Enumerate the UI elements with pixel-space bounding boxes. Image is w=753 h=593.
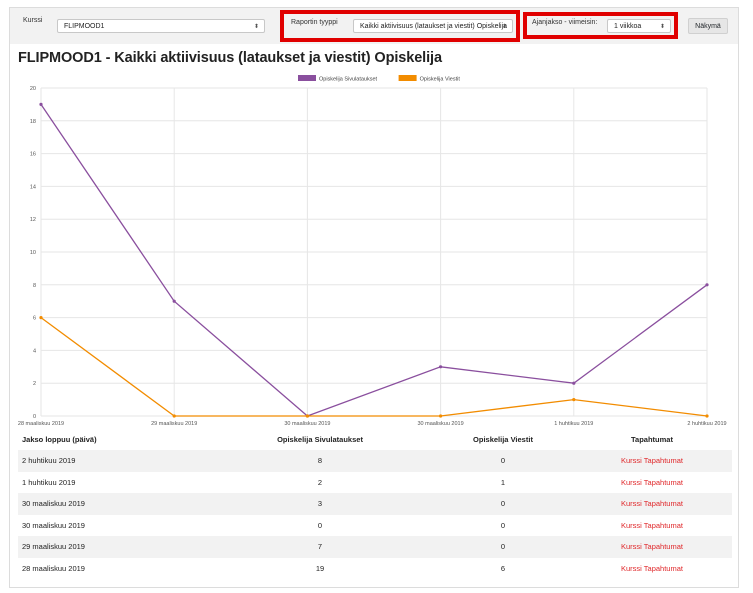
- y-tick-label: 10: [30, 250, 36, 256]
- y-tick-label: 18: [30, 119, 36, 125]
- table-row: 30 maaliskuu 2019 3 0 Kurssi Tapahtumat: [18, 493, 732, 515]
- select-arrow-icon: ⬍: [659, 24, 665, 30]
- data-point: [439, 414, 443, 418]
- cell-messages: 0: [500, 520, 506, 530]
- legend-swatch: [298, 75, 316, 81]
- x-tick-label: 30 maaliskuu 2019: [418, 421, 464, 426]
- x-tick-label: 2 huhtikuu 2019: [687, 421, 726, 426]
- x-tick-label: 29 maaliskuu 2019: [151, 421, 197, 426]
- data-point: [572, 398, 576, 402]
- legend-swatch: [398, 75, 417, 81]
- data-point: [39, 102, 43, 106]
- activity-table: Jakso loppuu (päivä) Opiskelija Sivulata…: [18, 428, 732, 579]
- y-tick-label: 8: [33, 283, 36, 289]
- period-highlight: [523, 12, 678, 39]
- x-tick-label: 1 huhtikuu 2019: [554, 421, 593, 426]
- cell-page-loads: 8: [206, 450, 434, 472]
- course-events-link[interactable]: Kurssi Tapahtumat: [621, 520, 683, 530]
- activity-line-chart: 0 2 4 6 8 10 12 14 16 18 20 28 maaliskuu 2019 29 maa…: [18, 75, 727, 426]
- column-header-page-loads: Opiskelija Sivulataukset: [277, 434, 363, 444]
- data-point: [305, 414, 309, 418]
- course-select[interactable]: FLIPMOOD1 ⬍: [57, 19, 265, 33]
- period-select-value: 1 viikkoa: [614, 23, 642, 30]
- course-label: Kurssi: [23, 17, 43, 24]
- report-type-highlight: [280, 10, 520, 42]
- data-point: [705, 283, 709, 287]
- y-tick-label: 20: [30, 86, 36, 92]
- cell-period-end: 30 maaliskuu 2019: [22, 520, 85, 530]
- x-tick-label: 28 maaliskuu 2019: [18, 421, 64, 426]
- x-tick-label: 30 maaliskuu 2019: [284, 421, 330, 426]
- cell-page-loads: 3: [206, 493, 434, 515]
- course-events-link[interactable]: Kurssi Tapahtumat: [621, 477, 683, 487]
- y-tick-label: 14: [30, 184, 36, 190]
- report-type-select-value: Kaikki aktiivisuus (lataukset ja viestit…: [360, 23, 508, 30]
- view-button[interactable]: Näkymä: [688, 18, 728, 34]
- table-row: 29 maaliskuu 2019 7 0 Kurssi Tapahtumat: [18, 536, 732, 558]
- cell-period-end: 28 maaliskuu 2019: [22, 563, 85, 573]
- y-tick-label: 16: [30, 152, 36, 158]
- cell-messages: 0: [434, 493, 572, 515]
- legend-label: Opiskelija Sivulataukset: [319, 77, 378, 83]
- period-select[interactable]: 1 viikkoa ⬍: [607, 19, 671, 33]
- cell-page-loads: 7: [206, 536, 434, 558]
- y-tick-label: 12: [30, 217, 36, 223]
- course-events-link[interactable]: Kurssi Tapahtumat: [621, 542, 683, 552]
- cell-page-loads: 2: [317, 477, 323, 487]
- table-row: 1 huhtikuu 2019 2 1 Kurssi Tapahtumat: [18, 472, 732, 494]
- series-line: [40, 104, 708, 417]
- cell-page-loads: 0: [317, 520, 323, 530]
- data-point: [172, 299, 176, 303]
- cell-messages: 1: [500, 477, 506, 487]
- period-label: Ajanjakso - viimeisin:: [532, 19, 598, 26]
- cell-period-end: 2 huhtikuu 2019: [18, 450, 206, 472]
- cell-period-end: 1 huhtikuu 2019: [22, 477, 76, 487]
- cell-period-end: 29 maaliskuu 2019: [18, 536, 206, 558]
- data-point: [705, 414, 709, 418]
- report-toolbar: Kurssi FLIPMOOD1 ⬍ Raportin tyyppi Kaikk…: [10, 8, 738, 44]
- course-select-value: FLIPMOOD1: [64, 23, 105, 30]
- data-point: [39, 316, 43, 320]
- course-events-link[interactable]: Kurssi Tapahtumat: [621, 499, 683, 509]
- cell-page-loads: 19: [315, 563, 325, 573]
- column-header-period-end: Jakso loppuu (päivä): [22, 434, 97, 444]
- page-title: FLIPMOOD1 - Kaikki aktiivisuus (lataukse…: [18, 50, 442, 66]
- y-tick-label: 0: [33, 414, 36, 420]
- report-type-label: Raportin tyyppi: [291, 19, 338, 26]
- y-tick-label: 2: [33, 381, 36, 387]
- report-type-select[interactable]: Kaikki aktiivisuus (lataukset ja viestit…: [353, 19, 513, 33]
- table-row: 28 maaliskuu 2019 19 6 Kurssi Tapahtumat: [18, 558, 732, 580]
- table-row: 30 maaliskuu 2019 0 0 Kurssi Tapahtumat: [18, 515, 732, 537]
- table-row: 2 huhtikuu 2019 8 0 Kurssi Tapahtumat: [18, 450, 732, 472]
- column-header-messages: Opiskelija Viestit: [473, 434, 533, 444]
- course-events-link[interactable]: Kurssi Tapahtumat: [621, 563, 683, 573]
- table-header-row: Jakso loppuu (päivä) Opiskelija Sivulata…: [18, 428, 732, 450]
- cell-messages: 0: [434, 450, 572, 472]
- data-point: [572, 381, 576, 385]
- course-events-link[interactable]: Kurssi Tapahtumat: [621, 456, 683, 466]
- cell-messages: 6: [500, 563, 506, 573]
- series-line: [40, 317, 708, 417]
- y-tick-label: 4: [33, 348, 36, 354]
- y-tick-label: 6: [33, 316, 36, 322]
- data-point: [439, 365, 443, 369]
- column-header-events: Tapahtumat: [631, 434, 673, 444]
- cell-messages: 0: [434, 536, 572, 558]
- select-arrow-icon: ⬍: [253, 24, 259, 30]
- report-panel: Kurssi FLIPMOOD1 ⬍ Raportin tyyppi Kaikk…: [9, 7, 739, 588]
- cell-period-end: 30 maaliskuu 2019: [18, 493, 206, 515]
- data-point: [172, 414, 176, 418]
- select-arrow-icon: ⬍: [501, 24, 507, 30]
- legend-label: Opiskelija Viestit: [420, 77, 461, 83]
